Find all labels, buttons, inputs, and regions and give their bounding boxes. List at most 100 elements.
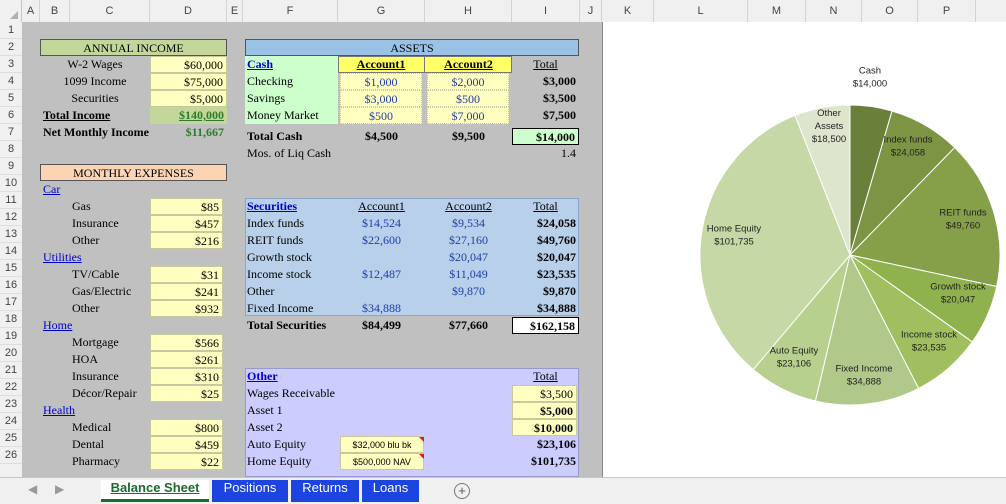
medical-value[interactable]: $800 [150, 419, 223, 436]
tab-balance-sheet[interactable]: Balance Sheet [101, 480, 209, 502]
monthly-expenses-header[interactable]: MONTHLY EXPENSES [40, 164, 227, 181]
cash-account1-header[interactable]: Account1 [338, 56, 425, 73]
home-equity-label[interactable]: Home Equity [247, 454, 312, 468]
asset1-label[interactable]: Asset 1 [247, 403, 283, 417]
wages-receivable-total[interactable]: $3,500 [512, 385, 577, 402]
comment-indicator[interactable] [419, 437, 424, 442]
tab-loans[interactable]: Loans [362, 480, 419, 502]
net-monthly-income-value[interactable]: $11,667 [185, 125, 224, 139]
health-link[interactable]: Health [43, 403, 75, 417]
tab-positions[interactable]: Positions [212, 480, 288, 502]
column-header-i[interactable]: I [512, 0, 580, 22]
savings-total[interactable]: $3,500 [543, 91, 576, 105]
income-stock-label[interactable]: Income stock [247, 267, 312, 281]
income-stock-total[interactable]: $23,535 [537, 267, 576, 281]
pie-slice-other-assets[interactable] [794, 104, 851, 256]
1099-value[interactable]: $75,000 [150, 73, 227, 90]
row-header[interactable]: 12 [0, 209, 22, 226]
total-cash-label[interactable]: Total Cash [247, 129, 303, 143]
tab-scroll-left-icon[interactable]: ◀ [28, 482, 38, 496]
asset2-total[interactable]: $10,000 [512, 419, 577, 436]
reit-funds-total[interactable]: $49,760 [537, 233, 576, 247]
fixed-income-account1[interactable]: $34,888 [362, 301, 401, 315]
dental-label[interactable]: Dental [72, 437, 104, 451]
securities-other-total[interactable]: $9,870 [543, 284, 576, 298]
row-header[interactable]: 19 [0, 328, 22, 345]
securities-other-label[interactable]: Other [247, 284, 275, 298]
total-securities-total[interactable]: $162,158 [512, 317, 579, 334]
growth-stock-label[interactable]: Growth stock [247, 250, 312, 264]
total-securities-account1[interactable]: $84,499 [362, 318, 401, 332]
tab-returns[interactable]: Returns [291, 480, 359, 502]
column-header-a[interactable]: A [22, 0, 40, 22]
hoa-value[interactable]: $261 [150, 351, 223, 368]
row-header[interactable]: 24 [0, 413, 22, 430]
total-securities-account2[interactable]: $77,660 [449, 318, 488, 332]
row-header[interactable]: 26 [0, 447, 22, 464]
car-link[interactable]: Car [43, 182, 61, 196]
row-header[interactable]: 16 [0, 277, 22, 294]
car-other-value[interactable]: $216 [150, 232, 223, 249]
asset1-total[interactable]: $5,000 [512, 402, 577, 419]
auto-equity-total[interactable]: $23,106 [537, 437, 576, 451]
securities-account1-header[interactable]: Account1 [358, 199, 405, 213]
cash-account2-header[interactable]: Account2 [444, 57, 493, 71]
index-funds-account1[interactable]: $14,524 [362, 216, 401, 230]
row-header[interactable]: 5 [0, 90, 22, 107]
row-header[interactable]: 1 [0, 22, 22, 39]
other-assets-link[interactable]: Other [247, 369, 278, 383]
auto-equity-note[interactable]: $32,000 blu bk [340, 436, 424, 453]
column-header-c[interactable]: C [70, 0, 150, 22]
assets-header[interactable]: ASSETS [245, 39, 579, 56]
checking-label[interactable]: Checking [247, 74, 293, 88]
dental-value[interactable]: $459 [150, 436, 223, 453]
reit-funds-account2[interactable]: $27,160 [449, 233, 488, 247]
wages-receivable-label[interactable]: Wages Receivable [247, 386, 335, 400]
row-header[interactable]: 7 [0, 124, 22, 141]
utilities-other-label[interactable]: Other [72, 301, 100, 315]
row-header[interactable]: 22 [0, 379, 22, 396]
row-header[interactable]: 15 [0, 260, 22, 277]
row-header[interactable]: 11 [0, 192, 22, 209]
car-insurance-label[interactable]: Insurance [72, 216, 119, 230]
asset-allocation-pie-chart[interactable]: Cash $14,000 Index funds $24,058 REIT funds $… [603, 22, 1006, 477]
row-header[interactable]: 8 [0, 141, 22, 158]
column-header-d[interactable]: D [150, 0, 227, 22]
row-header[interactable]: 3 [0, 56, 22, 73]
index-funds-account2[interactable]: $9,534 [452, 216, 485, 230]
total-income-label[interactable]: Total Income [43, 108, 111, 122]
add-sheet-icon[interactable]: + [454, 483, 470, 499]
auto-equity-label[interactable]: Auto Equity [247, 437, 306, 451]
decor-repair-value[interactable]: $25 [150, 385, 223, 402]
total-cash-total[interactable]: $14,000 [512, 128, 579, 145]
1099-label[interactable]: 1099 Income [63, 74, 127, 88]
medical-label[interactable]: Medical [72, 420, 112, 434]
column-header-m[interactable]: M [748, 0, 806, 22]
utilities-link[interactable]: Utilities [43, 250, 82, 264]
row-header[interactable]: 21 [0, 362, 22, 379]
w2-label[interactable]: W-2 Wages [67, 57, 123, 71]
gas-label[interactable]: Gas [72, 199, 91, 213]
index-funds-total[interactable]: $24,058 [537, 216, 576, 230]
home-link[interactable]: Home [43, 318, 73, 332]
money-market-label[interactable]: Money Market [247, 108, 319, 122]
total-income-value[interactable]: $140,000 [150, 107, 227, 124]
total-cash-account2[interactable]: $9,500 [452, 129, 485, 143]
savings-account2[interactable]: $500 [427, 90, 509, 107]
total-cash-account1[interactable]: $4,500 [365, 129, 398, 143]
row-header[interactable]: 6 [0, 107, 22, 124]
cash-total-header[interactable]: Total [533, 57, 558, 71]
select-all-corner[interactable] [0, 0, 22, 22]
growth-stock-account2[interactable]: $20,047 [449, 250, 488, 264]
growth-stock-total[interactable]: $20,047 [537, 250, 576, 264]
securities-link[interactable]: Securities [247, 199, 297, 213]
row-header[interactable]: 18 [0, 311, 22, 328]
annual-income-header[interactable]: ANNUAL INCOME [40, 39, 227, 56]
column-header-e[interactable]: E [227, 0, 243, 22]
comment-indicator[interactable] [419, 454, 424, 459]
money-market-account1[interactable]: $500 [340, 107, 422, 124]
column-header-k[interactable]: K [602, 0, 654, 22]
checking-account2[interactable]: $2,000 [427, 73, 509, 90]
row-header[interactable]: 23 [0, 396, 22, 413]
pie-slice-home-equity[interactable] [699, 114, 851, 371]
